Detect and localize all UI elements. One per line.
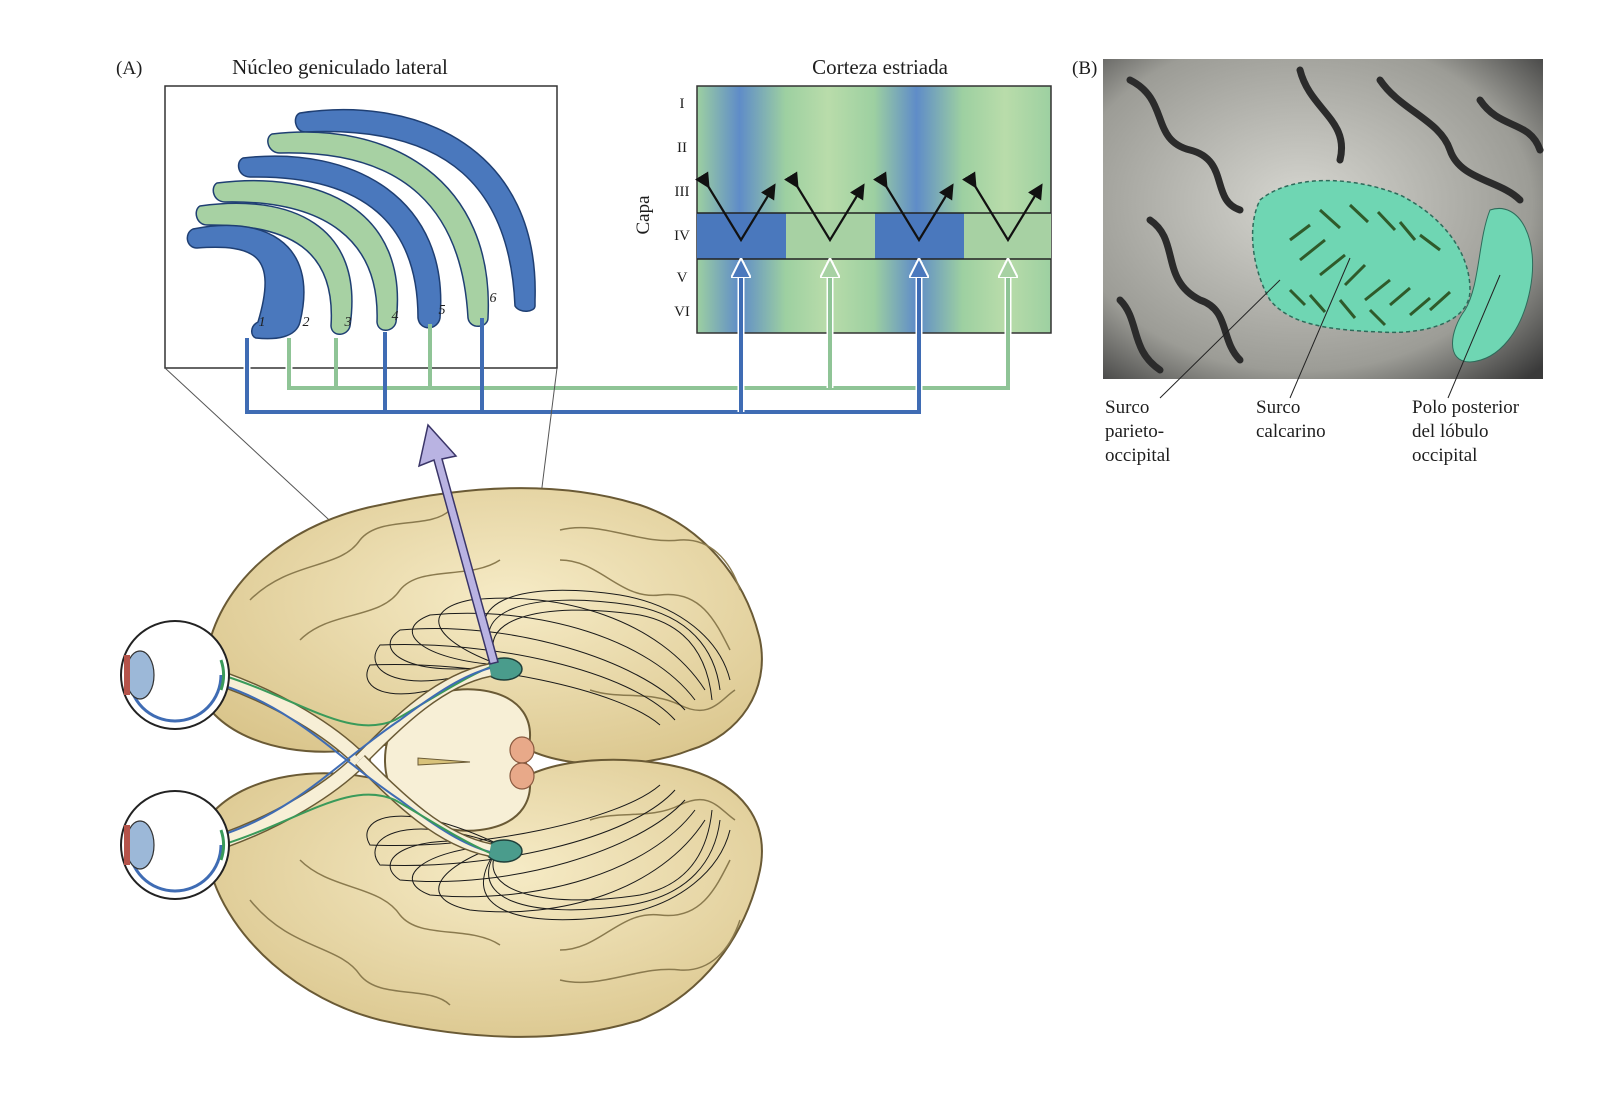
mammillary-body-1	[509, 736, 535, 764]
cortex-axis-label: Capa	[633, 195, 654, 235]
optic-radiations	[366, 589, 731, 921]
magnify-arrow	[417, 423, 499, 665]
label-pole-2: del lóbulo	[1412, 421, 1489, 442]
occipital-pole	[1452, 208, 1534, 363]
label-calcarine-2: calcarino	[1256, 421, 1326, 442]
cortex-layer-V: V	[677, 270, 688, 286]
geniculocortical-projections	[243, 262, 1008, 416]
layer4-block-3	[875, 213, 964, 259]
panel-b-label: (B)	[1072, 58, 1097, 79]
striate-cortex-region	[1251, 179, 1471, 334]
lgn-layer-3	[212, 179, 399, 331]
gyri	[249, 509, 741, 1006]
label-parieto-1: Surco	[1105, 397, 1149, 418]
brain-photo	[1103, 59, 1544, 399]
optic-pathway	[222, 663, 492, 857]
cortex-panel: Corteza estriada I II III IV V VI Capa	[633, 55, 1052, 334]
lgn-nucleus-lower	[485, 839, 523, 863]
lgn-num-4: 4	[392, 309, 399, 324]
layer4-block-1	[697, 213, 786, 259]
lgn-num-6: 6	[490, 291, 497, 306]
panel-b-labels: Surco parieto- occipital Surco calcarino…	[1105, 397, 1520, 466]
cortex-layer-I: I	[680, 96, 685, 112]
lgn-layer-5	[267, 131, 489, 327]
label-pole-3: occipital	[1412, 445, 1477, 466]
lgn-layer-4	[237, 155, 442, 329]
lgn-num-3: 3	[344, 315, 352, 330]
label-pole-1: Polo posterior	[1412, 397, 1520, 418]
mammillary-body-2	[509, 762, 535, 790]
lgn-num-5: 5	[439, 303, 446, 318]
eye-lower	[120, 790, 230, 900]
column-output-arrows	[695, 171, 1043, 243]
lgn-num-1: 1	[259, 315, 266, 330]
label-parieto-2: parieto-	[1105, 421, 1164, 442]
lgn-panel: Núcleo geniculado lateral 1 2 3 4 5 6	[164, 55, 558, 369]
layer4-block-2	[786, 213, 875, 259]
eye-upper	[120, 620, 230, 730]
cortex-box	[696, 85, 1052, 334]
label-parieto-3: occipital	[1105, 445, 1170, 466]
cortex-title: Corteza estriada	[812, 55, 949, 79]
right-hemisphere	[200, 758, 763, 1038]
cortex-layer-VI: VI	[674, 304, 690, 320]
cortex-layer-II: II	[677, 140, 687, 156]
label-calcarine-1: Surco	[1256, 397, 1300, 418]
cortex-layer-III: III	[675, 184, 690, 200]
ocular-dominance-stripes	[1288, 203, 1452, 327]
lgn-layer-1	[186, 224, 305, 340]
lgn-num-2: 2	[303, 315, 310, 330]
panel-a-label: (A)	[116, 58, 142, 79]
cortex-layer-IV: IV	[674, 228, 690, 244]
lgn-title: Núcleo geniculado lateral	[232, 55, 448, 79]
lgn-layer-2	[195, 202, 353, 335]
brain-ventral-view	[120, 367, 763, 1038]
layer4-block-4	[964, 213, 1051, 259]
